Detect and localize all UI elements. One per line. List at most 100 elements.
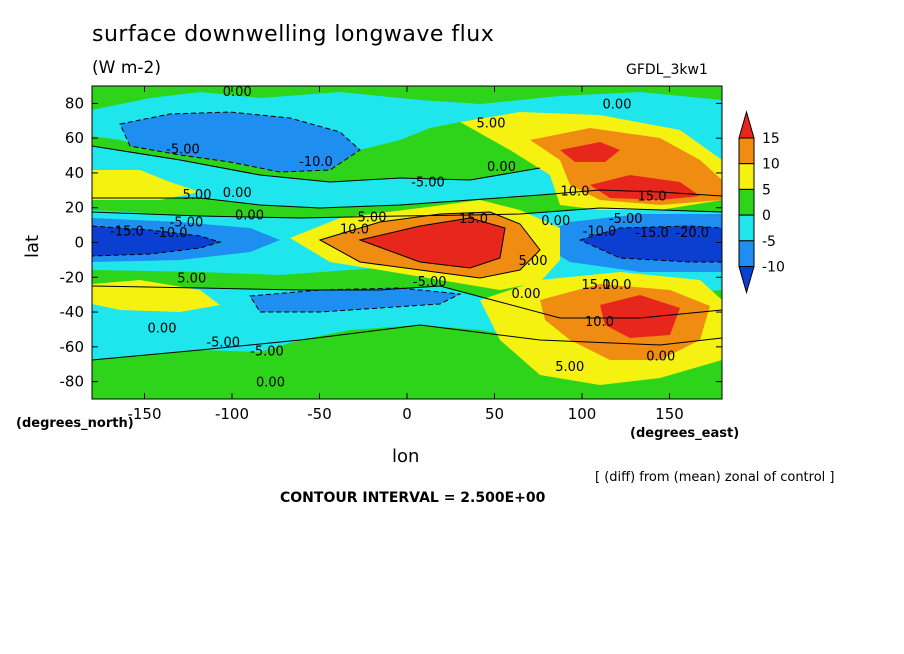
contour-label: -5.00 — [166, 143, 200, 158]
region-neg-northwest — [120, 112, 360, 172]
contour-label: 5.00 — [183, 188, 212, 203]
x-tick-label: -100 — [215, 405, 249, 423]
contour-line-negative — [579, 225, 722, 241]
contour-label: 0.00 — [541, 214, 570, 229]
y-tick-label: 80 — [65, 94, 84, 112]
contour-interval: CONTOUR INTERVAL = 2.500E+00 — [280, 490, 546, 506]
contour-label: 5.00 — [555, 360, 584, 375]
contour-label: 0.00 — [148, 322, 177, 337]
contour-label: 5.00 — [177, 271, 206, 286]
contour-label: -5.00 — [206, 336, 240, 351]
contour-label: 15.0 — [459, 212, 488, 227]
contour-line — [92, 207, 722, 219]
region-zero-north — [92, 86, 722, 110]
y-tick-label: 60 — [65, 129, 84, 147]
x-axis-unit: (degrees_east) — [630, 426, 740, 441]
x-axis-label: lon — [392, 446, 420, 467]
contour-label: 10.0 — [340, 223, 369, 238]
y-tick-label: 20 — [65, 199, 84, 217]
contour-label: 5.00 — [519, 254, 548, 269]
contour-label: 0.00 — [646, 350, 675, 365]
region-zero-south — [92, 325, 722, 399]
x-tick-label: -50 — [307, 405, 332, 423]
contour-label: 0.00 — [223, 85, 252, 100]
region-zero-north2 — [92, 120, 560, 182]
contour-label: 0.00 — [256, 376, 285, 391]
y-ticks: 80 60 40 20 0 -20 -40 -60 -80 — [60, 94, 722, 391]
contour-line-negative — [579, 239, 722, 263]
colorbar-segment — [738, 188, 755, 216]
contour-label: 15.0 — [638, 190, 667, 205]
contour-label: -5.00 — [609, 212, 643, 227]
x-tick-label: 50 — [485, 405, 504, 423]
region-fifteen-ne2 — [590, 175, 700, 200]
x-tick-label: -150 — [127, 405, 161, 423]
contour-line — [92, 145, 541, 183]
y-tick-label: 40 — [65, 164, 84, 182]
y-tick-label: 0 — [74, 234, 84, 252]
colorbar-tick-label: 10 — [762, 157, 780, 173]
contour-line — [92, 285, 722, 319]
colorbar-lower-arrow — [738, 266, 755, 295]
y-tick-label: -40 — [60, 303, 85, 321]
contour-label: -5.00 — [250, 344, 284, 359]
contour-label: 10.0 — [561, 184, 590, 199]
contour-label: 0.00 — [223, 186, 252, 201]
contour-label: -5.00 — [413, 275, 447, 290]
contour-label: -10.0 — [154, 226, 188, 241]
colorbar-tick-label: -5 — [762, 234, 776, 250]
colorbar-tick-label: 5 — [762, 182, 771, 198]
chart-title: surface downwelling longwave flux — [92, 22, 495, 47]
colorbar: 15 10 5 0 -5 -10 — [738, 110, 785, 295]
contour-label: -15.0 — [635, 226, 669, 241]
contour-label: -20.0 — [675, 226, 709, 241]
colorbar-upper-arrow — [738, 110, 755, 139]
colorbar-segment — [738, 137, 755, 165]
contour-label: -5.00 — [411, 176, 445, 191]
contour-label: 5.00 — [477, 117, 506, 132]
contour-line-negative — [92, 225, 222, 257]
chart-units: (W m-2) — [92, 58, 161, 78]
x-tick-label: 0 — [402, 405, 412, 423]
contour-label: -10.0 — [583, 224, 617, 239]
contour-label: 10.0 — [603, 278, 632, 293]
x-tick-label: 100 — [568, 405, 597, 423]
colorbar-segment — [738, 214, 755, 242]
contour-label: 0.00 — [512, 287, 541, 302]
contour-label: 5.00 — [358, 210, 387, 225]
colorbar-segment — [738, 163, 755, 190]
plot-area: 0.000.005.00-5.00-10.0 0.00-5.005.00 0.00 1… — [60, 85, 723, 423]
contour-line — [318, 211, 541, 279]
region-neg-east-core — [580, 226, 722, 262]
colorbar-segment — [738, 240, 755, 268]
contour-label: 0.00 — [235, 209, 264, 224]
contour-label: 15.0 — [582, 278, 611, 293]
contour-label: 0.00 — [487, 160, 516, 175]
colorbar-tick-label: -10 — [762, 260, 785, 276]
contour-label: -15.0 — [110, 224, 144, 239]
y-tick-label: -60 — [60, 338, 85, 356]
diff-note: [ (diff) from (mean) zonal of control ] — [595, 470, 835, 485]
region-fifteen-center — [360, 218, 505, 268]
contour-label: -10.0 — [299, 155, 333, 170]
contour-line-negative — [119, 111, 361, 173]
contour-line-negative — [249, 287, 462, 313]
x-ticks: -150 -100 -50 0 50 100 150 — [127, 86, 684, 423]
region-fifteen-ne — [560, 142, 620, 162]
colorbar-tick-label: 0 — [762, 208, 771, 224]
contour-label: 10.0 — [585, 315, 614, 330]
y-tick-label: -80 — [60, 373, 85, 391]
contour-label: -5.00 — [170, 216, 204, 231]
y-axis-unit: (degrees_north) — [16, 416, 134, 431]
contour-line — [358, 217, 506, 269]
region-neg-west-core — [92, 226, 220, 256]
region-pos-west-north — [92, 170, 200, 200]
contour-line — [92, 189, 722, 209]
region-fifteen-se — [600, 295, 680, 338]
contour-label: 0.00 — [603, 97, 632, 112]
model-name: GFDL_3kw1 — [626, 62, 708, 78]
y-tick-label: -20 — [60, 268, 85, 286]
colorbar-tick-label: 15 — [762, 131, 780, 147]
contour-line — [92, 324, 722, 361]
